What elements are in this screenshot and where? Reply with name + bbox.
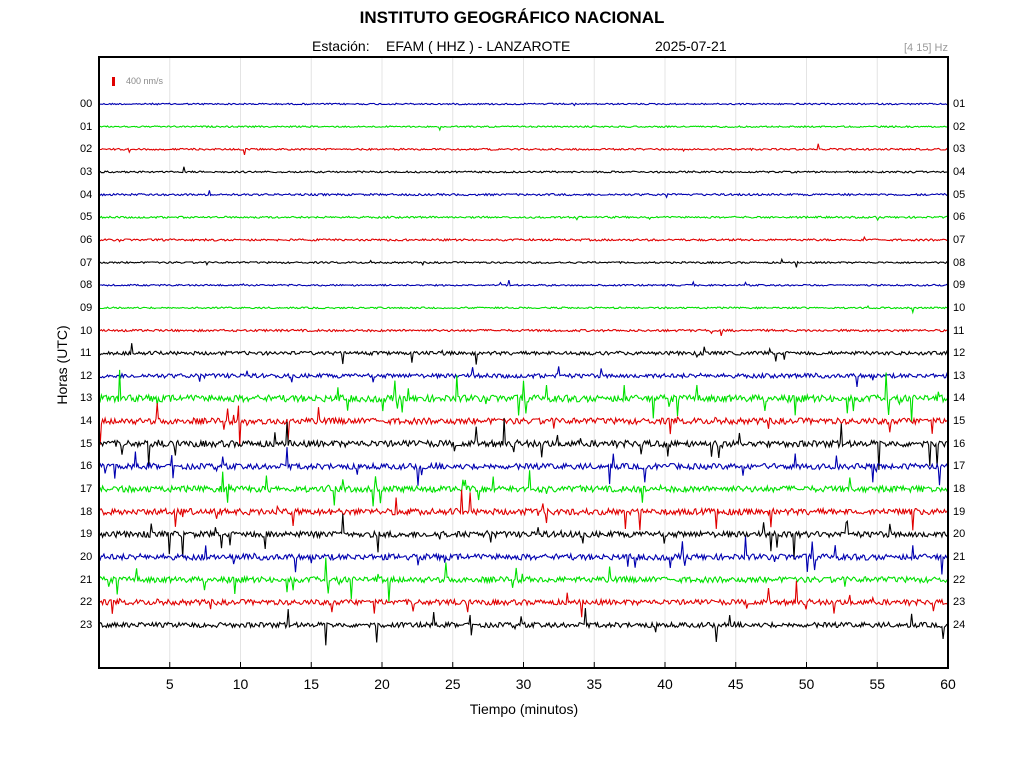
x-tick-label-7: 40 bbox=[657, 676, 673, 692]
scale-label: 400 nm/s bbox=[126, 76, 164, 86]
hour-label-left-17: 17 bbox=[80, 483, 93, 496]
hour-label-right-13: 13 bbox=[953, 369, 966, 382]
hour-label-right-20: 20 bbox=[953, 528, 966, 541]
y-axis-label: Horas (UTC) bbox=[54, 325, 70, 405]
hour-label-left-04: 04 bbox=[80, 188, 93, 201]
hour-label-right-24: 24 bbox=[953, 618, 966, 631]
trace-16 bbox=[98, 447, 949, 486]
hour-label-left-23: 23 bbox=[80, 618, 93, 631]
hour-label-right-09: 09 bbox=[953, 279, 966, 292]
chart-title: INSTITUTO GEOGRÁFICO NACIONAL bbox=[359, 8, 665, 27]
hour-label-right-05: 05 bbox=[953, 188, 966, 201]
station-name: EFAM ( HHZ ) - LANZAROTE bbox=[386, 38, 571, 54]
hour-label-left-08: 08 bbox=[80, 279, 93, 292]
x-tick-label-2: 15 bbox=[303, 676, 320, 692]
trace-21 bbox=[98, 557, 949, 603]
trace-08 bbox=[98, 279, 949, 287]
hour-label-right-01: 01 bbox=[953, 98, 966, 110]
x-tick-label-10: 55 bbox=[869, 676, 886, 692]
hour-label-right-14: 14 bbox=[953, 392, 966, 405]
trace-13 bbox=[98, 369, 949, 422]
hour-label-left-22: 22 bbox=[80, 596, 93, 609]
x-tick-label-0: 5 bbox=[165, 676, 174, 692]
trace-22 bbox=[98, 580, 949, 618]
filter-band: [4 15] Hz bbox=[903, 42, 948, 54]
hour-label-left-06: 06 bbox=[80, 233, 93, 246]
trace-06 bbox=[98, 235, 949, 243]
trace-11 bbox=[98, 343, 949, 365]
trace-23 bbox=[98, 608, 948, 646]
hour-label-left-20: 20 bbox=[80, 551, 93, 563]
hour-label-right-07: 07 bbox=[953, 233, 966, 246]
chart-date: 2025-07-21 bbox=[655, 38, 727, 54]
trace-00 bbox=[98, 102, 949, 107]
trace-01 bbox=[98, 125, 949, 132]
trace-03 bbox=[98, 166, 949, 174]
hour-label-left-18: 18 bbox=[80, 505, 93, 518]
hour-label-right-03: 03 bbox=[953, 143, 966, 156]
hour-label-left-11: 11 bbox=[80, 347, 92, 360]
trace-07 bbox=[98, 257, 949, 268]
hour-label-right-12: 12 bbox=[953, 347, 966, 360]
x-tick-label-4: 25 bbox=[444, 676, 461, 692]
hour-label-right-02: 02 bbox=[953, 120, 966, 133]
hour-label-left-21: 21 bbox=[80, 573, 93, 586]
trace-17 bbox=[98, 470, 949, 507]
x-tick-label-8: 45 bbox=[727, 676, 744, 692]
hour-label-right-18: 18 bbox=[953, 483, 966, 496]
trace-20 bbox=[98, 536, 949, 575]
hour-label-right-11: 11 bbox=[953, 324, 965, 337]
hour-label-left-14: 14 bbox=[80, 415, 93, 428]
hour-label-right-15: 15 bbox=[953, 415, 966, 428]
trace-09 bbox=[98, 305, 949, 315]
scale-bar-marker bbox=[112, 77, 115, 86]
trace-15 bbox=[98, 418, 949, 470]
trace-02 bbox=[98, 143, 949, 156]
trace-14 bbox=[98, 402, 949, 446]
hour-label-left-13: 13 bbox=[80, 392, 93, 405]
station-label: Estación: bbox=[312, 38, 370, 54]
x-tick-label-5: 30 bbox=[515, 676, 532, 692]
x-tick-label-6: 35 bbox=[586, 676, 603, 692]
hour-label-right-19: 19 bbox=[953, 505, 966, 518]
hour-label-right-23: 23 bbox=[953, 596, 966, 609]
hour-label-right-08: 08 bbox=[953, 256, 966, 269]
hour-label-left-10: 10 bbox=[80, 324, 93, 337]
trace-05 bbox=[98, 215, 949, 222]
x-tick-label-11: 60 bbox=[940, 676, 956, 692]
hour-label-right-21: 21 bbox=[953, 551, 966, 563]
hour-label-right-16: 16 bbox=[953, 437, 966, 450]
hour-label-left-09: 09 bbox=[80, 301, 93, 314]
hour-label-right-04: 04 bbox=[953, 165, 966, 178]
trace-18 bbox=[98, 489, 949, 531]
trace-10 bbox=[98, 328, 949, 337]
trace-12 bbox=[98, 366, 949, 387]
x-tick-label-1: 10 bbox=[232, 676, 249, 692]
x-tick-label-9: 50 bbox=[798, 676, 815, 692]
hour-label-right-17: 17 bbox=[953, 460, 966, 473]
trace-19 bbox=[98, 513, 949, 560]
hour-label-left-01: 01 bbox=[80, 120, 93, 133]
hour-label-left-07: 07 bbox=[80, 256, 93, 269]
hour-label-right-06: 06 bbox=[953, 211, 966, 224]
hour-label-left-19: 19 bbox=[80, 528, 93, 541]
hour-label-left-05: 05 bbox=[80, 211, 93, 224]
hour-label-left-15: 15 bbox=[80, 437, 93, 450]
hour-label-left-03: 03 bbox=[80, 165, 93, 178]
trace-04 bbox=[98, 190, 949, 199]
hour-label-left-12: 12 bbox=[80, 369, 93, 382]
x-axis-label: Tiempo (minutos) bbox=[469, 701, 579, 717]
hour-label-left-16: 16 bbox=[80, 460, 93, 473]
hour-label-right-22: 22 bbox=[953, 573, 966, 586]
hour-label-right-10: 10 bbox=[953, 301, 966, 314]
x-tick-label-3: 20 bbox=[374, 676, 390, 692]
hour-label-left-00: 00 bbox=[80, 98, 93, 110]
hour-label-left-02: 02 bbox=[80, 143, 93, 156]
